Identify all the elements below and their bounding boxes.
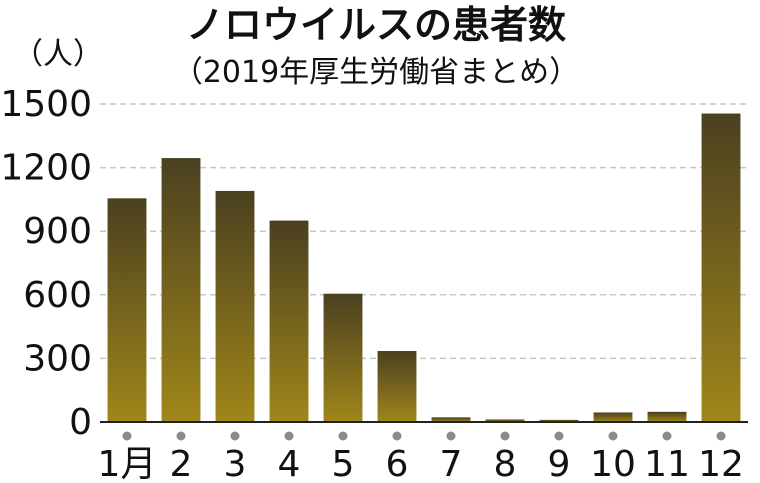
- x-tick-label: 7: [440, 444, 463, 483]
- x-tick-label: 4: [278, 444, 301, 483]
- x-tick-label: 11: [644, 444, 690, 483]
- x-tick-dot: [176, 431, 186, 441]
- bar: [161, 158, 201, 422]
- x-tick-dot: [230, 431, 240, 441]
- x-tick-dot: [662, 431, 672, 441]
- bar: [215, 190, 255, 422]
- y-tick-label: 600: [23, 275, 92, 316]
- bars: [107, 113, 741, 422]
- x-tick-dot: [392, 431, 402, 441]
- y-tick-label: 900: [23, 211, 92, 252]
- x-tick-dot: [500, 431, 510, 441]
- bar: [107, 198, 147, 422]
- y-tick-label: 0: [69, 402, 92, 443]
- x-tick-dots: [122, 431, 726, 441]
- bar: [539, 419, 579, 422]
- chart-subtitle: （2019年厚生労働省まとめ）: [173, 55, 579, 90]
- y-tick-label: 300: [23, 338, 92, 379]
- x-tick-label: 1月: [98, 444, 157, 483]
- x-tick-dot: [446, 431, 456, 441]
- x-tick-dot: [284, 431, 294, 441]
- bar: [269, 220, 309, 422]
- x-tick-dot: [338, 431, 348, 441]
- bar: [431, 417, 471, 422]
- x-tick-label: 6: [386, 444, 409, 483]
- x-tick-label: 10: [590, 444, 636, 483]
- x-tick-dot: [716, 431, 726, 441]
- bar: [701, 113, 741, 422]
- x-tick-dot: [554, 431, 564, 441]
- y-tick-label: 1200: [0, 148, 92, 189]
- y-tick-labels: 0 300 600 900 1200 1500: [0, 84, 92, 443]
- grid-lines: [100, 103, 748, 360]
- y-axis-unit-label: （人）: [13, 37, 103, 72]
- bar: [323, 293, 363, 422]
- bar: [485, 419, 525, 422]
- chart-title: ノロウイルスの患者数: [186, 3, 566, 47]
- x-tick-label: 5: [332, 444, 355, 483]
- bar: [647, 411, 687, 422]
- x-tick-label: 12: [698, 444, 744, 483]
- bar: [377, 350, 417, 422]
- bar: [593, 412, 633, 422]
- x-tick-label: 9: [548, 444, 571, 483]
- x-tick-label: 3: [224, 444, 247, 483]
- x-tick-dot: [608, 431, 618, 441]
- x-tick-dot: [122, 431, 132, 441]
- x-tick-label: 2: [170, 444, 193, 483]
- x-tick-label: 8: [494, 444, 517, 483]
- x-tick-labels: 1月 2 3 4 5 6 7 8 9 10 11 12: [98, 444, 744, 483]
- y-tick-label: 1500: [0, 84, 92, 125]
